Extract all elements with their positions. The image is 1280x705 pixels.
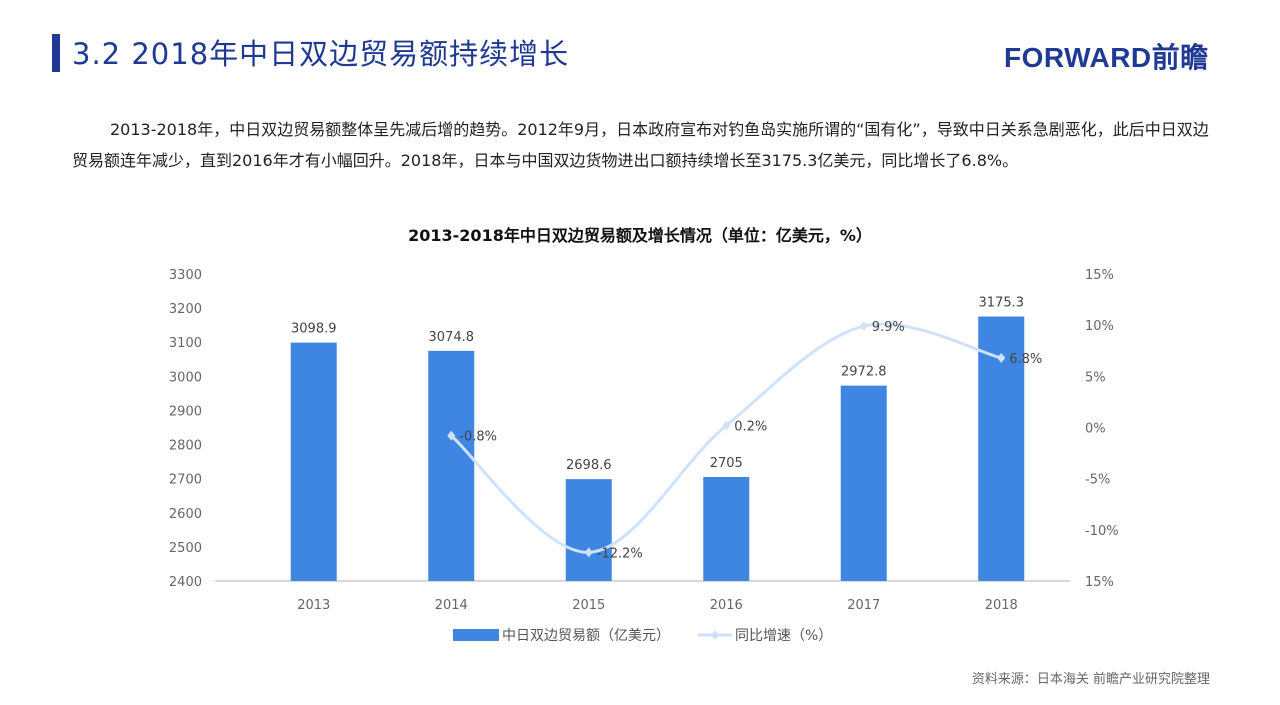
left-axis-tick: 3300 bbox=[169, 268, 202, 283]
x-axis-tick: 2018 bbox=[985, 598, 1018, 613]
growth-value-label: -0.8% bbox=[459, 430, 497, 445]
bar-value-label: 2705 bbox=[710, 456, 743, 471]
left-axis-tick: 2700 bbox=[169, 473, 202, 488]
right-axis-tick: 10% bbox=[1085, 319, 1114, 334]
left-axis-tick: 3000 bbox=[169, 370, 202, 385]
legend-line-marker bbox=[711, 630, 719, 640]
growth-value-label: 9.9% bbox=[872, 320, 905, 335]
x-axis-tick: 2016 bbox=[710, 598, 743, 613]
description-paragraph: 2013-2018年，中日双边贸易额整体呈先减后增的趋势。2012年9月，日本政… bbox=[72, 120, 1209, 170]
left-axis-tick: 2600 bbox=[169, 507, 202, 522]
growth-point-marker bbox=[584, 547, 593, 558]
bar bbox=[565, 479, 612, 581]
left-axis-tick: 2800 bbox=[169, 439, 202, 454]
bar bbox=[290, 342, 337, 581]
bar bbox=[703, 476, 750, 581]
growth-point-marker bbox=[997, 352, 1006, 363]
bar bbox=[840, 385, 887, 581]
legend-line-label: 同比增速（%） bbox=[735, 628, 832, 644]
x-axis-tick: 2017 bbox=[847, 598, 880, 613]
x-axis-tick: 2013 bbox=[297, 598, 330, 613]
growth-point-marker bbox=[859, 321, 868, 332]
left-axis-tick: 3200 bbox=[169, 302, 202, 317]
growth-value-label: 6.8% bbox=[1009, 352, 1042, 367]
bar bbox=[428, 350, 475, 581]
source-note: 资料来源：日本海关 前瞻产业研究院整理 bbox=[971, 672, 1210, 687]
left-axis-tick: 2900 bbox=[169, 404, 202, 419]
x-axis-tick: 2015 bbox=[572, 598, 605, 613]
legend-bar-label: 中日双边贸易额（亿美元） bbox=[502, 628, 670, 644]
page-title: 3.2 2018年中日双边贸易额持续增长 bbox=[72, 37, 570, 71]
growth-point-marker bbox=[722, 420, 731, 431]
title-accent-bar bbox=[52, 34, 60, 72]
x-axis-tick: 2014 bbox=[435, 598, 468, 613]
growth-line bbox=[450, 322, 1002, 554]
left-axis-tick: 2400 bbox=[169, 575, 202, 590]
bar-value-label: 2972.8 bbox=[841, 365, 887, 380]
growth-value-label: -12.2% bbox=[597, 546, 643, 561]
right-axis-tick: 0% bbox=[1085, 422, 1106, 437]
growth-point-marker bbox=[447, 430, 456, 441]
right-axis-tick: 15% bbox=[1085, 268, 1114, 283]
growth-value-label: 0.2% bbox=[734, 419, 767, 434]
left-axis-tick: 3100 bbox=[169, 336, 202, 351]
bar-value-label: 3074.8 bbox=[429, 330, 475, 345]
right-axis-tick: 15% bbox=[1085, 575, 1114, 590]
right-axis-tick: -5% bbox=[1085, 473, 1110, 488]
chart-title: 2013-2018年中日双边贸易额及增长情况（单位：亿美元，%） bbox=[408, 226, 872, 245]
legend-bar-swatch bbox=[453, 629, 499, 641]
right-axis-tick: -10% bbox=[1085, 524, 1119, 539]
left-axis-tick: 2500 bbox=[169, 541, 202, 556]
bar-value-label: 2698.6 bbox=[566, 458, 612, 473]
bar-value-label: 3098.9 bbox=[291, 322, 337, 337]
right-axis-tick: 5% bbox=[1085, 370, 1106, 385]
bar-value-label: 3175.3 bbox=[979, 296, 1025, 311]
brand-logo: FORWARD前瞻 bbox=[1004, 42, 1209, 73]
